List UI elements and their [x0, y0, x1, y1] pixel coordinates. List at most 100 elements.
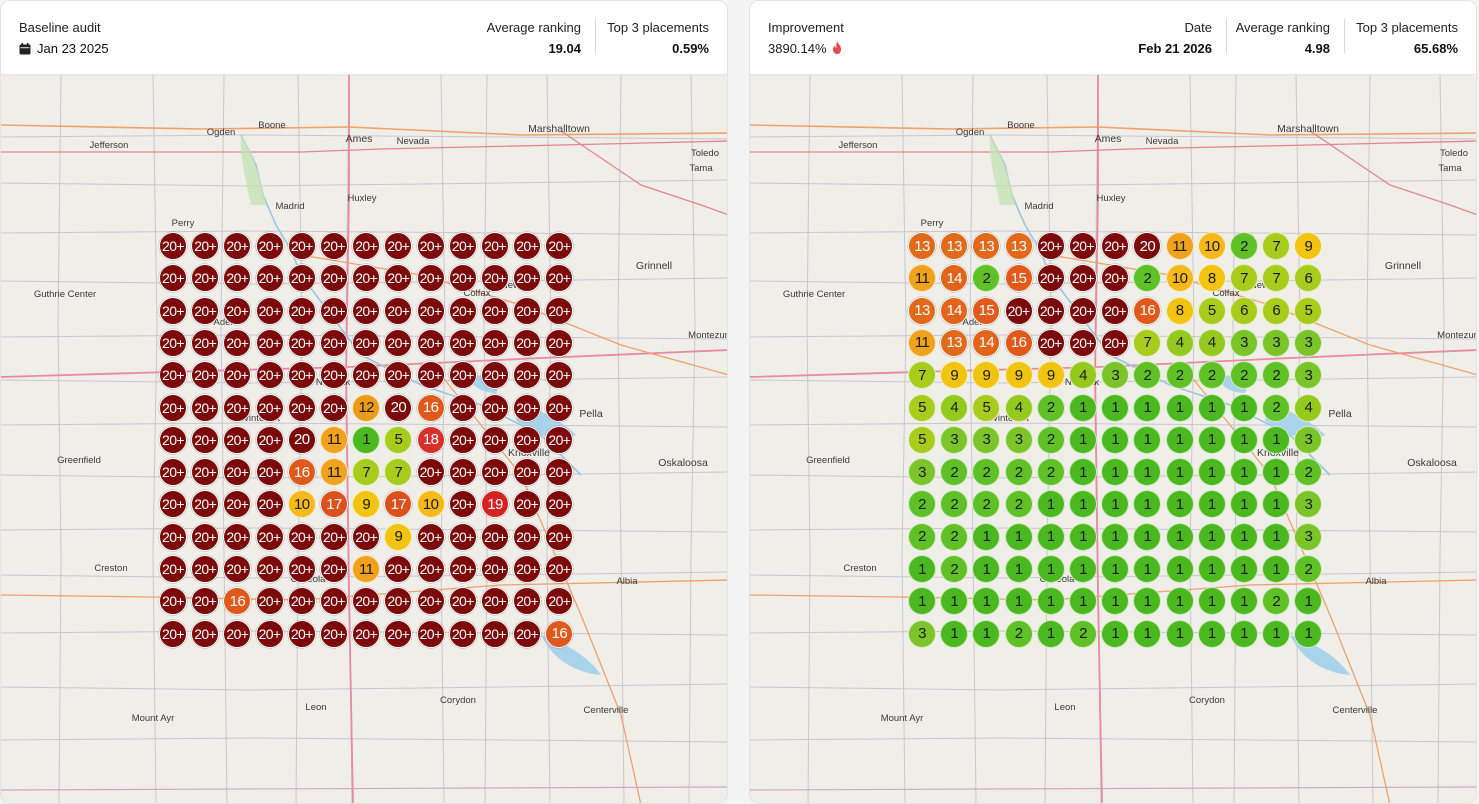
rank-pin[interactable]: 1	[1069, 490, 1097, 519]
rank-pin[interactable]: 1	[1262, 458, 1291, 487]
rank-pin[interactable]: 1	[1294, 587, 1323, 616]
rank-pin[interactable]: 20+	[513, 587, 542, 616]
rank-pin[interactable]: 3	[1294, 425, 1323, 454]
rank-pin[interactable]: 20+	[287, 619, 316, 648]
rank-pin[interactable]: 2	[908, 522, 936, 551]
rank-pin[interactable]: 20+	[223, 361, 252, 390]
rank-pin[interactable]: 20+	[287, 361, 316, 390]
rank-pin[interactable]: 20+	[545, 458, 574, 487]
rank-pin[interactable]: 20+	[448, 555, 477, 583]
rank-pin[interactable]: 1	[1262, 555, 1291, 583]
rank-pin[interactable]: 20+	[159, 328, 187, 357]
rank-pin[interactable]: 2	[1036, 393, 1065, 422]
rank-pin[interactable]: 1	[1069, 458, 1097, 487]
rank-pin[interactable]: 1	[1069, 393, 1097, 422]
rank-pin[interactable]: 1	[1133, 458, 1162, 487]
rank-pin[interactable]: 13	[908, 232, 936, 260]
rank-pin[interactable]: 20+	[159, 555, 187, 583]
rank-pin[interactable]: 1	[1069, 425, 1097, 454]
rank-pin[interactable]: 20+	[191, 619, 220, 648]
rank-pin[interactable]: 20+	[545, 522, 574, 551]
rank-pin[interactable]: 20+	[320, 393, 348, 422]
rank-pin[interactable]: 20+	[320, 361, 348, 390]
rank-pin[interactable]: 20+	[159, 458, 187, 487]
rank-pin[interactable]: 20+	[255, 328, 284, 357]
rank-pin[interactable]: 20+	[1004, 296, 1033, 325]
rank-pin[interactable]: 2	[1069, 619, 1097, 648]
rank-pin[interactable]: 20+	[481, 425, 509, 454]
rank-pin[interactable]: 16	[223, 587, 252, 616]
rank-pin[interactable]: 1	[1230, 393, 1258, 422]
rank-pin[interactable]: 3	[1101, 361, 1130, 390]
rank-pin[interactable]: 1	[352, 425, 381, 454]
rank-pin[interactable]: 20+	[545, 328, 574, 357]
rank-pin[interactable]: 2	[1133, 264, 1162, 293]
rank-pin[interactable]: 9	[1036, 361, 1065, 390]
rank-pin[interactable]: 20+	[191, 490, 220, 519]
rank-pin[interactable]: 20+	[223, 490, 252, 519]
rank-pin[interactable]: 1	[1101, 425, 1130, 454]
rank-pin[interactable]: 20+	[416, 587, 445, 616]
rank-pin[interactable]: 2	[972, 458, 1001, 487]
rank-pin[interactable]: 20+	[416, 522, 445, 551]
rank-pin[interactable]: 2	[1004, 490, 1033, 519]
rank-pin[interactable]: 20+	[352, 232, 381, 260]
rank-pin[interactable]: 14	[940, 296, 969, 325]
rank-pin[interactable]: 20+	[191, 555, 220, 583]
rank-pin[interactable]: 3	[972, 425, 1001, 454]
rank-pin[interactable]: 20+	[255, 361, 284, 390]
rank-pin[interactable]: 2	[1036, 458, 1065, 487]
rank-pin[interactable]: 1	[1133, 425, 1162, 454]
rank-pin[interactable]: 2	[908, 490, 936, 519]
rank-pin[interactable]: 20+	[481, 522, 509, 551]
rank-pin[interactable]: 6	[1294, 264, 1323, 293]
rank-pin[interactable]: 5	[1197, 296, 1226, 325]
rank-pin[interactable]: 1	[1262, 522, 1291, 551]
rank-pin[interactable]: 20+	[1069, 296, 1097, 325]
rank-pin[interactable]: 20+	[448, 393, 477, 422]
rank-pin[interactable]: 20+	[223, 555, 252, 583]
rank-pin[interactable]: 3	[1294, 361, 1323, 390]
rank-pin[interactable]: 19	[481, 490, 509, 519]
rank-pin[interactable]: 7	[1230, 264, 1258, 293]
rank-pin[interactable]: 1	[972, 555, 1001, 583]
rank-pin[interactable]: 9	[352, 490, 381, 519]
rank-pin[interactable]: 1	[972, 587, 1001, 616]
rank-pin[interactable]: 20+	[320, 232, 348, 260]
rank-pin[interactable]: 20+	[448, 296, 477, 325]
rank-pin[interactable]: 20+	[448, 490, 477, 519]
rank-pin[interactable]: 2	[1165, 361, 1194, 390]
rank-pin[interactable]: 4	[1197, 328, 1226, 357]
rank-pin[interactable]: 20+	[1069, 232, 1097, 260]
rank-pin[interactable]: 20+	[287, 264, 316, 293]
rank-pin[interactable]: 20+	[481, 587, 509, 616]
rank-pin[interactable]: 20+	[545, 361, 574, 390]
rank-pin[interactable]: 20+	[191, 522, 220, 551]
rank-pin[interactable]: 20+	[513, 361, 542, 390]
rank-pin[interactable]: 20+	[1036, 264, 1065, 293]
rank-pin[interactable]: 1	[1133, 555, 1162, 583]
rank-pin[interactable]: 20+	[320, 522, 348, 551]
rank-pin[interactable]: 1	[1230, 458, 1258, 487]
rank-pin[interactable]: 1	[1036, 555, 1065, 583]
rank-pin[interactable]: 1	[1101, 490, 1130, 519]
rank-pin[interactable]: 6	[1262, 296, 1291, 325]
rank-pin[interactable]: 20+	[481, 328, 509, 357]
rank-pin[interactable]: 20+	[1101, 328, 1130, 357]
rank-pin[interactable]: 1	[1133, 393, 1162, 422]
rank-pin[interactable]: 20+	[159, 425, 187, 454]
rank-pin[interactable]: 1	[1165, 555, 1194, 583]
rank-pin[interactable]: 1	[1036, 587, 1065, 616]
rank-pin[interactable]: 20+	[416, 264, 445, 293]
rank-pin[interactable]: 20+	[255, 587, 284, 616]
rank-pin[interactable]: 1	[1069, 555, 1097, 583]
rank-pin[interactable]: 20+	[513, 296, 542, 325]
rank-pin[interactable]: 5	[384, 425, 413, 454]
rank-pin[interactable]: 9	[940, 361, 969, 390]
map-view[interactable]: Ogden Boone Ames Nevada Marshalltown Jefferso…	[1, 74, 727, 803]
rank-pin[interactable]: 20+	[448, 619, 477, 648]
rank-pin[interactable]: 3	[1294, 328, 1323, 357]
rank-pin[interactable]: 20+	[223, 425, 252, 454]
rank-pin[interactable]: 1	[940, 587, 969, 616]
rank-pin[interactable]: 10	[416, 490, 445, 519]
